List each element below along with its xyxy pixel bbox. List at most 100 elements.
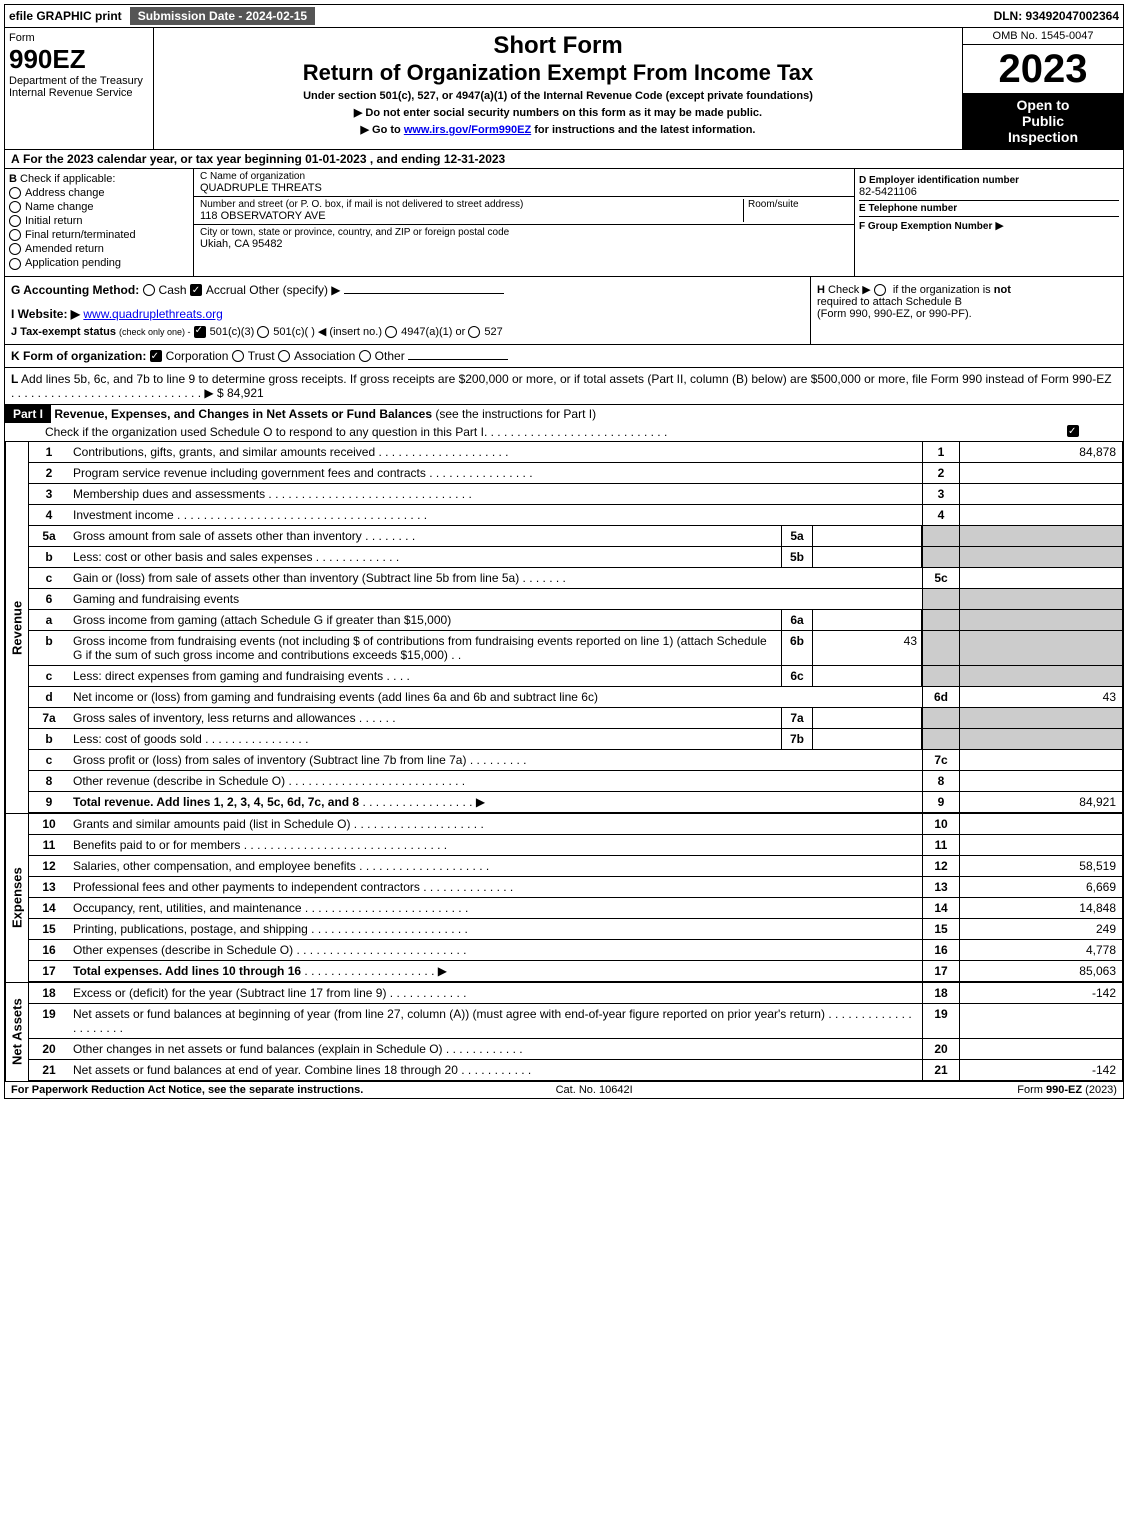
line-19-desc: Net assets or fund balances at beginning… [73, 1007, 825, 1021]
line-9-num: 9 [922, 792, 959, 812]
c-street-label: Number and street (or P. O. box, if mail… [200, 199, 743, 210]
line-9-arrow: ▶ [476, 795, 485, 809]
cb-final[interactable] [9, 229, 21, 241]
line-12-amt: 58,519 [959, 856, 1122, 876]
h-t2: if the organization is [893, 284, 991, 296]
g-accrual: Accrual [206, 283, 246, 297]
line-13-amt: 6,669 [959, 877, 1122, 897]
cb-part-i[interactable] [1067, 425, 1079, 437]
line-13-desc: Professional fees and other payments to … [73, 880, 420, 894]
line-9-desc: Total revenue. Add lines 1, 2, 3, 4, 5c,… [73, 795, 359, 809]
line-6-amt [959, 589, 1122, 609]
k-assoc: Association [294, 349, 355, 363]
line-21-num: 21 [922, 1060, 959, 1080]
foot-right-pre: Form [1017, 1084, 1046, 1096]
form-header: Form 990EZ Department of the Treasury In… [4, 28, 1124, 150]
cb-527[interactable] [468, 326, 480, 338]
dept-label: Department of the Treasury [9, 75, 149, 87]
line-6a-ma [813, 610, 922, 630]
form-word: Form [9, 32, 149, 44]
line-4-amt [959, 505, 1122, 525]
line-5a-amt [959, 526, 1122, 546]
j-o2: 501(c)( ) ◀ (insert no.) [273, 326, 382, 338]
line-15-num: 15 [922, 919, 959, 939]
e-row: E Telephone number [859, 201, 1119, 217]
cb-name[interactable] [9, 201, 21, 213]
cb-address[interactable] [9, 187, 21, 199]
k-other: Other [375, 349, 405, 363]
line-8-amt [959, 771, 1122, 791]
cb-501c[interactable] [257, 326, 269, 338]
line-3-num: 3 [922, 484, 959, 504]
cb-501c3[interactable] [194, 326, 206, 338]
foot-mid: Cat. No. 10642I [556, 1084, 633, 1096]
irs-link[interactable]: www.irs.gov/Form990EZ [404, 124, 531, 136]
line-7c-num: 7c [922, 750, 959, 770]
b-check: Check if applicable: [20, 173, 115, 185]
part-i-header: Part I Revenue, Expenses, and Changes in… [4, 405, 1124, 442]
line-6b-ma: 43 [813, 631, 922, 665]
line-4-num: 4 [922, 505, 959, 525]
cb-trust[interactable] [232, 350, 244, 362]
b-final: Final return/terminated [25, 229, 136, 241]
line-5b-ma [813, 547, 922, 567]
c-city-row: City or town, state or province, country… [194, 225, 854, 252]
subtitle-3: ▶ Go to www.irs.gov/Form990EZ for instru… [158, 123, 958, 136]
org-city: Ukiah, CA 95482 [200, 238, 848, 250]
website-link[interactable]: www.quadruplethreats.org [83, 307, 222, 321]
line-6a-amt [959, 610, 1122, 630]
line-11-desc: Benefits paid to or for members [73, 838, 240, 852]
line-6-num [922, 589, 959, 609]
j-o4: 527 [484, 326, 502, 338]
cb-4947[interactable] [385, 326, 397, 338]
line-8-desc: Other revenue (describe in Schedule O) [73, 774, 285, 788]
l-arrow: ▶ $ [204, 386, 223, 400]
line-6b-amt [959, 631, 1122, 665]
part-i-check-text: Check if the organization used Schedule … [45, 425, 484, 439]
inspect-2: Public [967, 113, 1119, 129]
k-corp: Corporation [166, 349, 229, 363]
expenses-group: Expenses 10Grants and similar amounts pa… [4, 813, 1124, 982]
cb-app[interactable] [9, 258, 21, 270]
f-row: F Group Exemption Number ▶ [859, 217, 1119, 234]
g-other: Other (specify) ▶ [249, 283, 340, 297]
j-o3: 4947(a)(1) or [401, 326, 465, 338]
l-text: Add lines 5b, 6c, and 7b to line 9 to de… [21, 372, 1112, 386]
g-cash: Cash [159, 283, 187, 297]
row-a: A For the 2023 calendar year, or tax yea… [4, 150, 1124, 169]
g-other-input[interactable] [344, 293, 504, 294]
line-21-desc: Net assets or fund balances at end of ye… [73, 1063, 458, 1077]
line-6c-num [922, 666, 959, 686]
line-7a-amt [959, 708, 1122, 728]
irs-label: Internal Revenue Service [9, 87, 149, 99]
part-i-title: Revenue, Expenses, and Changes in Net As… [54, 407, 432, 421]
b-amended: Amended return [25, 243, 104, 255]
h-not: not [994, 284, 1011, 296]
cb-corp[interactable] [150, 350, 162, 362]
cb-other[interactable] [359, 350, 371, 362]
line-6a-num [922, 610, 959, 630]
h-t1: Check ▶ [828, 284, 871, 296]
h-label: H [817, 284, 825, 296]
foot-left: For Paperwork Reduction Act Notice, see … [11, 1084, 363, 1096]
line-18-desc: Excess or (deficit) for the year (Subtra… [73, 986, 386, 1000]
cb-amended[interactable] [9, 243, 21, 255]
k-other-input[interactable] [408, 359, 508, 360]
row-a-label: A [11, 152, 20, 166]
f-label: F Group Exemption Number [859, 221, 992, 232]
line-2-desc: Program service revenue including govern… [73, 466, 426, 480]
line-6c-amt [959, 666, 1122, 686]
c-name-row: C Name of organization QUADRUPLE THREATS [194, 169, 854, 197]
cb-accrual[interactable] [190, 284, 202, 296]
k-label: K Form of organization: [11, 349, 146, 363]
cb-h[interactable] [874, 284, 886, 296]
header-center: Short Form Return of Organization Exempt… [154, 28, 962, 149]
cb-cash[interactable] [143, 284, 155, 296]
cb-initial[interactable] [9, 215, 21, 227]
cb-assoc[interactable] [278, 350, 290, 362]
line-6c-ma [813, 666, 922, 686]
part-i-label: Part I [5, 405, 51, 423]
line-7a-ma [813, 708, 922, 728]
top-bar: efile GRAPHIC print Submission Date - 20… [4, 4, 1124, 28]
title-main: Return of Organization Exempt From Incom… [158, 60, 958, 86]
